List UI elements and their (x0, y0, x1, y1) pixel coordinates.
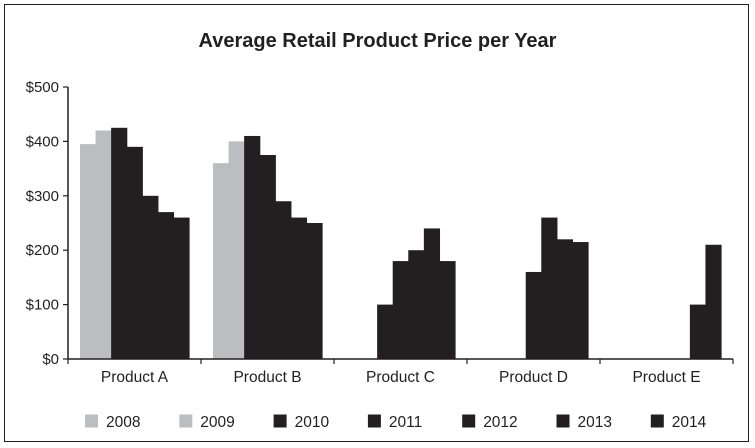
y-tick-label: $500 (26, 79, 59, 96)
legend-label: 2009 (200, 414, 234, 431)
bar (173, 217, 190, 359)
legend-swatch (367, 414, 381, 428)
x-tick-label: Product B (233, 369, 301, 386)
legend-label: 2013 (578, 414, 612, 431)
legend-swatch (179, 414, 193, 428)
bar (275, 201, 292, 359)
bar (213, 163, 230, 359)
bar (126, 146, 143, 359)
bars (80, 127, 722, 359)
y-axis: $0 $100 $200 $300 $400 $500 (26, 79, 69, 368)
bar (423, 228, 441, 359)
legend-swatch (273, 414, 287, 428)
x-axis: Product A Product B Product C Product D Prod… (67, 358, 734, 386)
legend-label: 2012 (483, 414, 517, 431)
bar (408, 250, 425, 359)
x-tick-label: Product E (632, 369, 700, 386)
legend-label: 2014 (672, 414, 707, 431)
bar (689, 304, 707, 359)
bar (244, 135, 261, 359)
bar (306, 223, 323, 359)
bar (142, 195, 159, 359)
bar (157, 212, 175, 359)
x-tick-label: Product D (499, 369, 568, 386)
chart-title: Average Retail Product Price per Year (198, 30, 557, 52)
legend-label: 2008 (106, 414, 140, 431)
bar (377, 304, 394, 359)
bar (525, 271, 542, 359)
bar (80, 144, 97, 359)
legend-label: 2010 (295, 414, 330, 431)
bar (572, 242, 589, 359)
legend-label: 2011 (389, 414, 422, 431)
y-tick-label: $300 (26, 188, 59, 205)
bar (259, 155, 276, 359)
bar (556, 239, 574, 359)
legend-swatch (85, 414, 98, 428)
bar (439, 261, 456, 359)
bar (290, 217, 308, 359)
y-tick-label: $400 (26, 133, 59, 150)
y-tick-label: $100 (26, 297, 59, 314)
legend-swatch (462, 414, 476, 428)
x-tick-label: Product C (366, 369, 435, 386)
bar (392, 261, 409, 359)
y-tick-label: $200 (26, 242, 59, 259)
bar (111, 127, 128, 359)
legend-swatch (556, 414, 570, 428)
bar (705, 244, 722, 359)
legend: 2008 2009 2010 2011 2012 2013 2014 (85, 414, 707, 431)
legend-swatch (650, 414, 664, 428)
y-tick-label: $0 (42, 351, 59, 368)
bar (228, 141, 245, 359)
bar (541, 217, 558, 359)
bar (95, 130, 112, 359)
x-tick-label: Product A (101, 369, 169, 386)
